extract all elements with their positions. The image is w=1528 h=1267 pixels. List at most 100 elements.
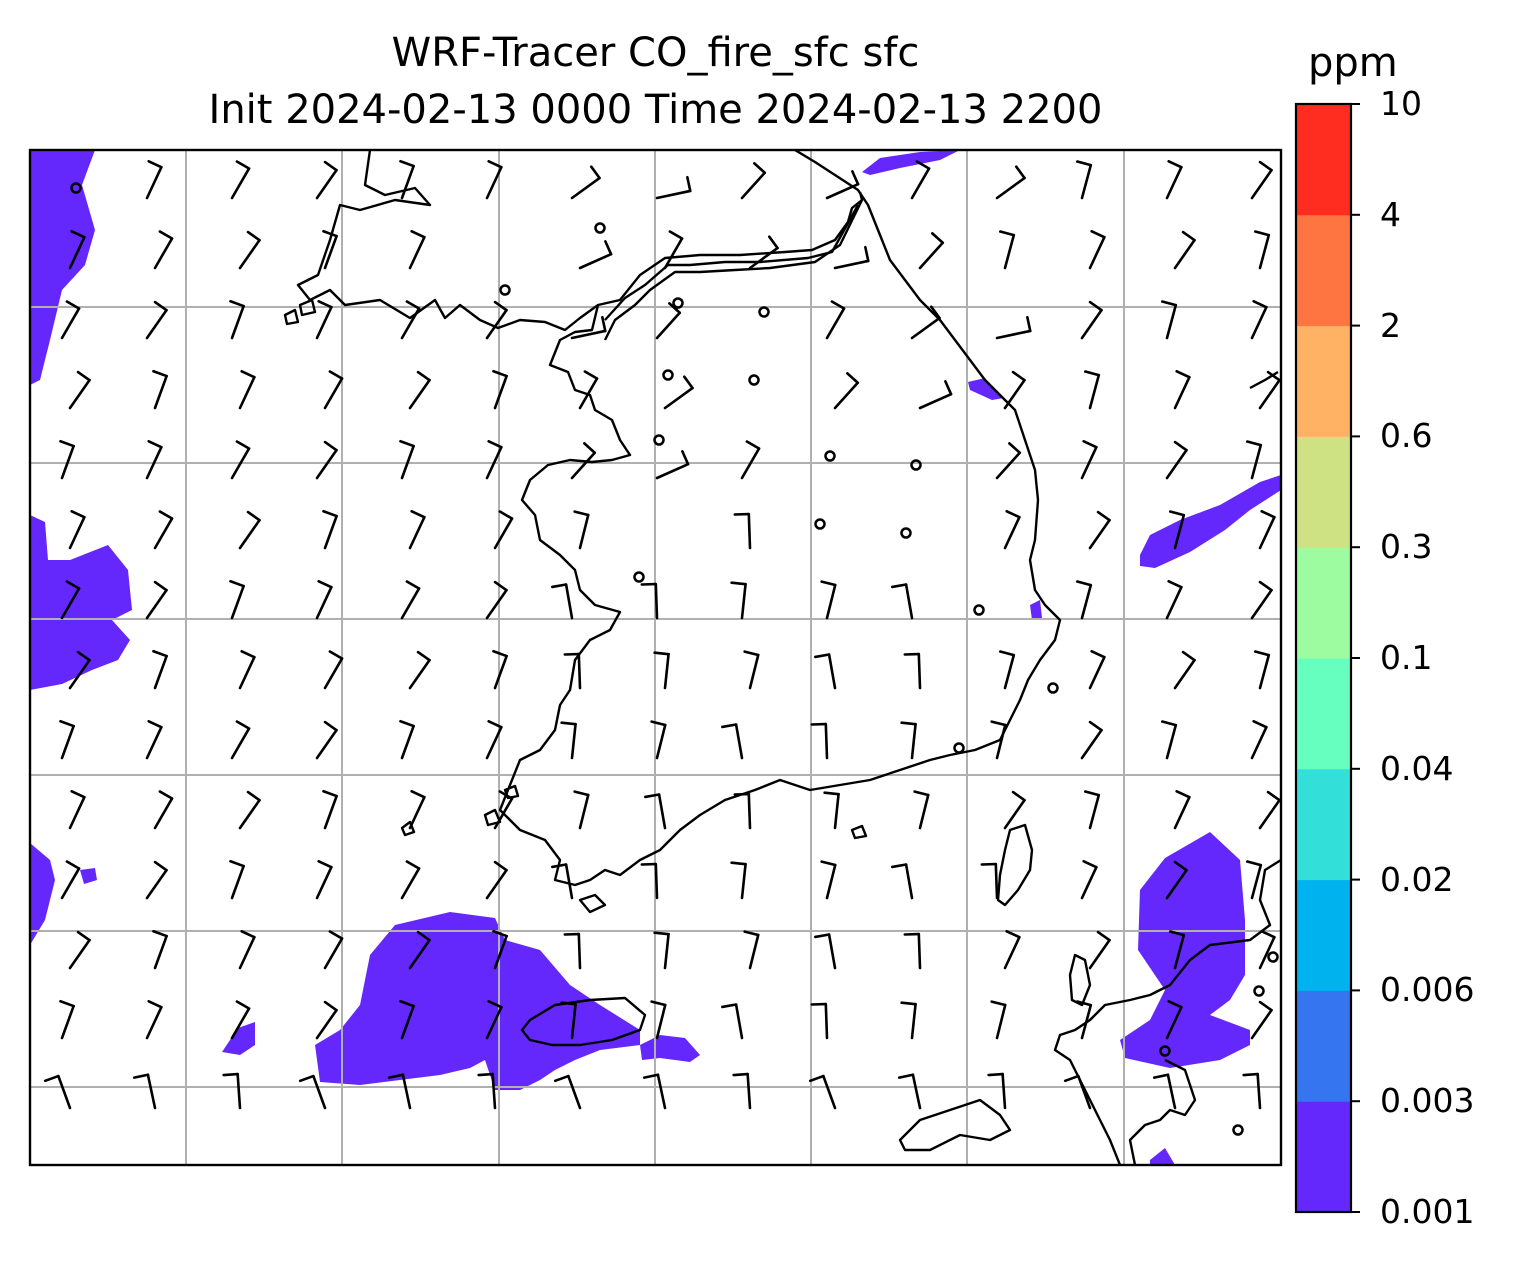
wind-barb-shaft bbox=[994, 862, 999, 900]
wind-barb-flag bbox=[399, 159, 415, 168]
wind-barb-flag bbox=[147, 159, 163, 169]
wind-barb-flag bbox=[1168, 510, 1186, 517]
wind-barb-shaft bbox=[570, 329, 607, 340]
wind-barb-shaft bbox=[1003, 653, 1016, 690]
border-china-north-2 bbox=[604, 204, 860, 321]
wind-barb-shaft bbox=[1250, 443, 1263, 480]
wind-barb-shaft bbox=[1250, 1008, 1273, 1040]
wind-barb-flag bbox=[240, 649, 256, 659]
wind-barb-shaft bbox=[1258, 653, 1271, 690]
wind-barb-flag bbox=[410, 229, 426, 239]
wind-barb-flag bbox=[1175, 369, 1191, 379]
wind-barb-shaft bbox=[825, 863, 837, 900]
colorbar-segment bbox=[1296, 214, 1351, 327]
wind-barb-shaft bbox=[230, 864, 245, 900]
wind-barb-shaft bbox=[1088, 655, 1106, 690]
wind-barb-flag bbox=[147, 999, 163, 1009]
wind-barb-flag bbox=[328, 370, 344, 380]
wind-barb-flag bbox=[493, 300, 508, 312]
wind-barb-shaft bbox=[145, 868, 168, 900]
wind-barb-shaft bbox=[315, 1008, 338, 1040]
wind-barb-flag bbox=[1005, 509, 1021, 519]
wind-barb-flag bbox=[492, 649, 508, 658]
wind-barb-flag bbox=[820, 580, 837, 587]
calm-marker bbox=[758, 306, 770, 318]
wind-barb-shaft bbox=[1250, 863, 1263, 900]
colorbar-segment bbox=[1296, 104, 1351, 216]
wind-barb-shaft bbox=[1080, 163, 1093, 200]
island-west-small-1 bbox=[298, 298, 317, 317]
wind-barb-flag bbox=[1011, 790, 1026, 802]
wind-barb-shaft bbox=[578, 252, 613, 270]
wind-barb-flag bbox=[913, 790, 930, 797]
map-frame bbox=[28, 148, 1283, 1167]
wind-barb-shaft bbox=[153, 374, 168, 410]
wind-barb-shaft bbox=[400, 587, 421, 620]
wind-barb-flag bbox=[1266, 790, 1281, 802]
wind-barb-shaft bbox=[1165, 165, 1183, 200]
wind-barb-shaft bbox=[323, 937, 344, 970]
wind-barb-shaft bbox=[1258, 233, 1271, 270]
east-island-north bbox=[996, 823, 1034, 907]
wind-barb-shaft bbox=[491, 1072, 497, 1110]
wind-barb-shaft bbox=[570, 722, 577, 760]
plume-south-small bbox=[222, 1022, 255, 1055]
wind-barb-shaft bbox=[904, 863, 914, 900]
wind-barb-flag bbox=[1173, 860, 1188, 872]
wind-barb-shaft bbox=[60, 444, 75, 480]
wind-barb-flag bbox=[477, 1072, 494, 1077]
wind-barb-shaft bbox=[911, 1073, 922, 1110]
wind-barb-flag bbox=[891, 863, 908, 869]
wind-barb-shaft bbox=[564, 583, 574, 620]
wind-barb-flag bbox=[410, 789, 426, 799]
calm-marker bbox=[953, 742, 965, 754]
wind-barb-flag bbox=[147, 439, 163, 449]
calm-marker bbox=[594, 222, 606, 234]
colorbar-tick-label: 0.001 bbox=[1380, 1192, 1475, 1231]
wind-barb-flag bbox=[553, 1074, 570, 1083]
wind-barb-shaft bbox=[1001, 1072, 1007, 1110]
wind-barb-shaft bbox=[485, 1005, 503, 1040]
wind-barb-flag bbox=[721, 1003, 738, 1009]
wind-barb-flag bbox=[900, 721, 917, 726]
wind-barb-flag bbox=[668, 302, 682, 315]
wind-barb-flag bbox=[70, 789, 86, 799]
wind-barb-flag bbox=[650, 720, 667, 727]
wind-barb-flag bbox=[1075, 1000, 1093, 1007]
wind-barb-shaft bbox=[153, 654, 168, 690]
wind-barb-flag bbox=[745, 440, 761, 450]
wind-barb-flag bbox=[1242, 1072, 1259, 1077]
wind-barb-shaft bbox=[748, 246, 779, 270]
calm-marker bbox=[1047, 682, 1059, 694]
wind-barb-flag bbox=[944, 380, 953, 396]
calm-marker bbox=[973, 604, 985, 616]
wind-barb-flag bbox=[246, 230, 261, 242]
wind-barb-flag bbox=[399, 719, 415, 728]
wind-barb-flag bbox=[1152, 1073, 1170, 1079]
wind-barb-shaft bbox=[315, 168, 338, 200]
wind-barb-shaft bbox=[1258, 798, 1281, 830]
wind-barb-shaft bbox=[1003, 515, 1021, 550]
wind-barb-flag bbox=[323, 440, 338, 452]
wind-barb-flag bbox=[1011, 370, 1026, 382]
wind-barb-flag bbox=[498, 790, 514, 800]
plume-north-center bbox=[862, 150, 960, 175]
wind-barb-shaft bbox=[60, 724, 75, 760]
wind-barb-shaft bbox=[1088, 793, 1101, 830]
wind-barb-shaft bbox=[1165, 868, 1188, 900]
wind-barb-flag bbox=[1167, 159, 1183, 169]
wind-barb-shaft bbox=[1088, 373, 1101, 410]
colorbar-segment bbox=[1296, 547, 1351, 659]
wind-barb-flag bbox=[1258, 1000, 1273, 1012]
wind-barb-shaft bbox=[485, 868, 508, 900]
wind-barb-shaft bbox=[1003, 798, 1026, 830]
wind-barb-flag bbox=[317, 579, 333, 589]
wind-barb-flag bbox=[897, 1073, 915, 1079]
wind-barb-shaft bbox=[400, 307, 421, 340]
japan-coast bbox=[1053, 858, 1281, 1165]
colorbar-segment bbox=[1296, 1101, 1351, 1213]
wind-barb-flag bbox=[998, 650, 1016, 657]
wind-barb-shaft bbox=[408, 235, 426, 270]
wind-barb-shaft bbox=[493, 374, 508, 410]
wind-barb-shaft bbox=[825, 307, 846, 340]
